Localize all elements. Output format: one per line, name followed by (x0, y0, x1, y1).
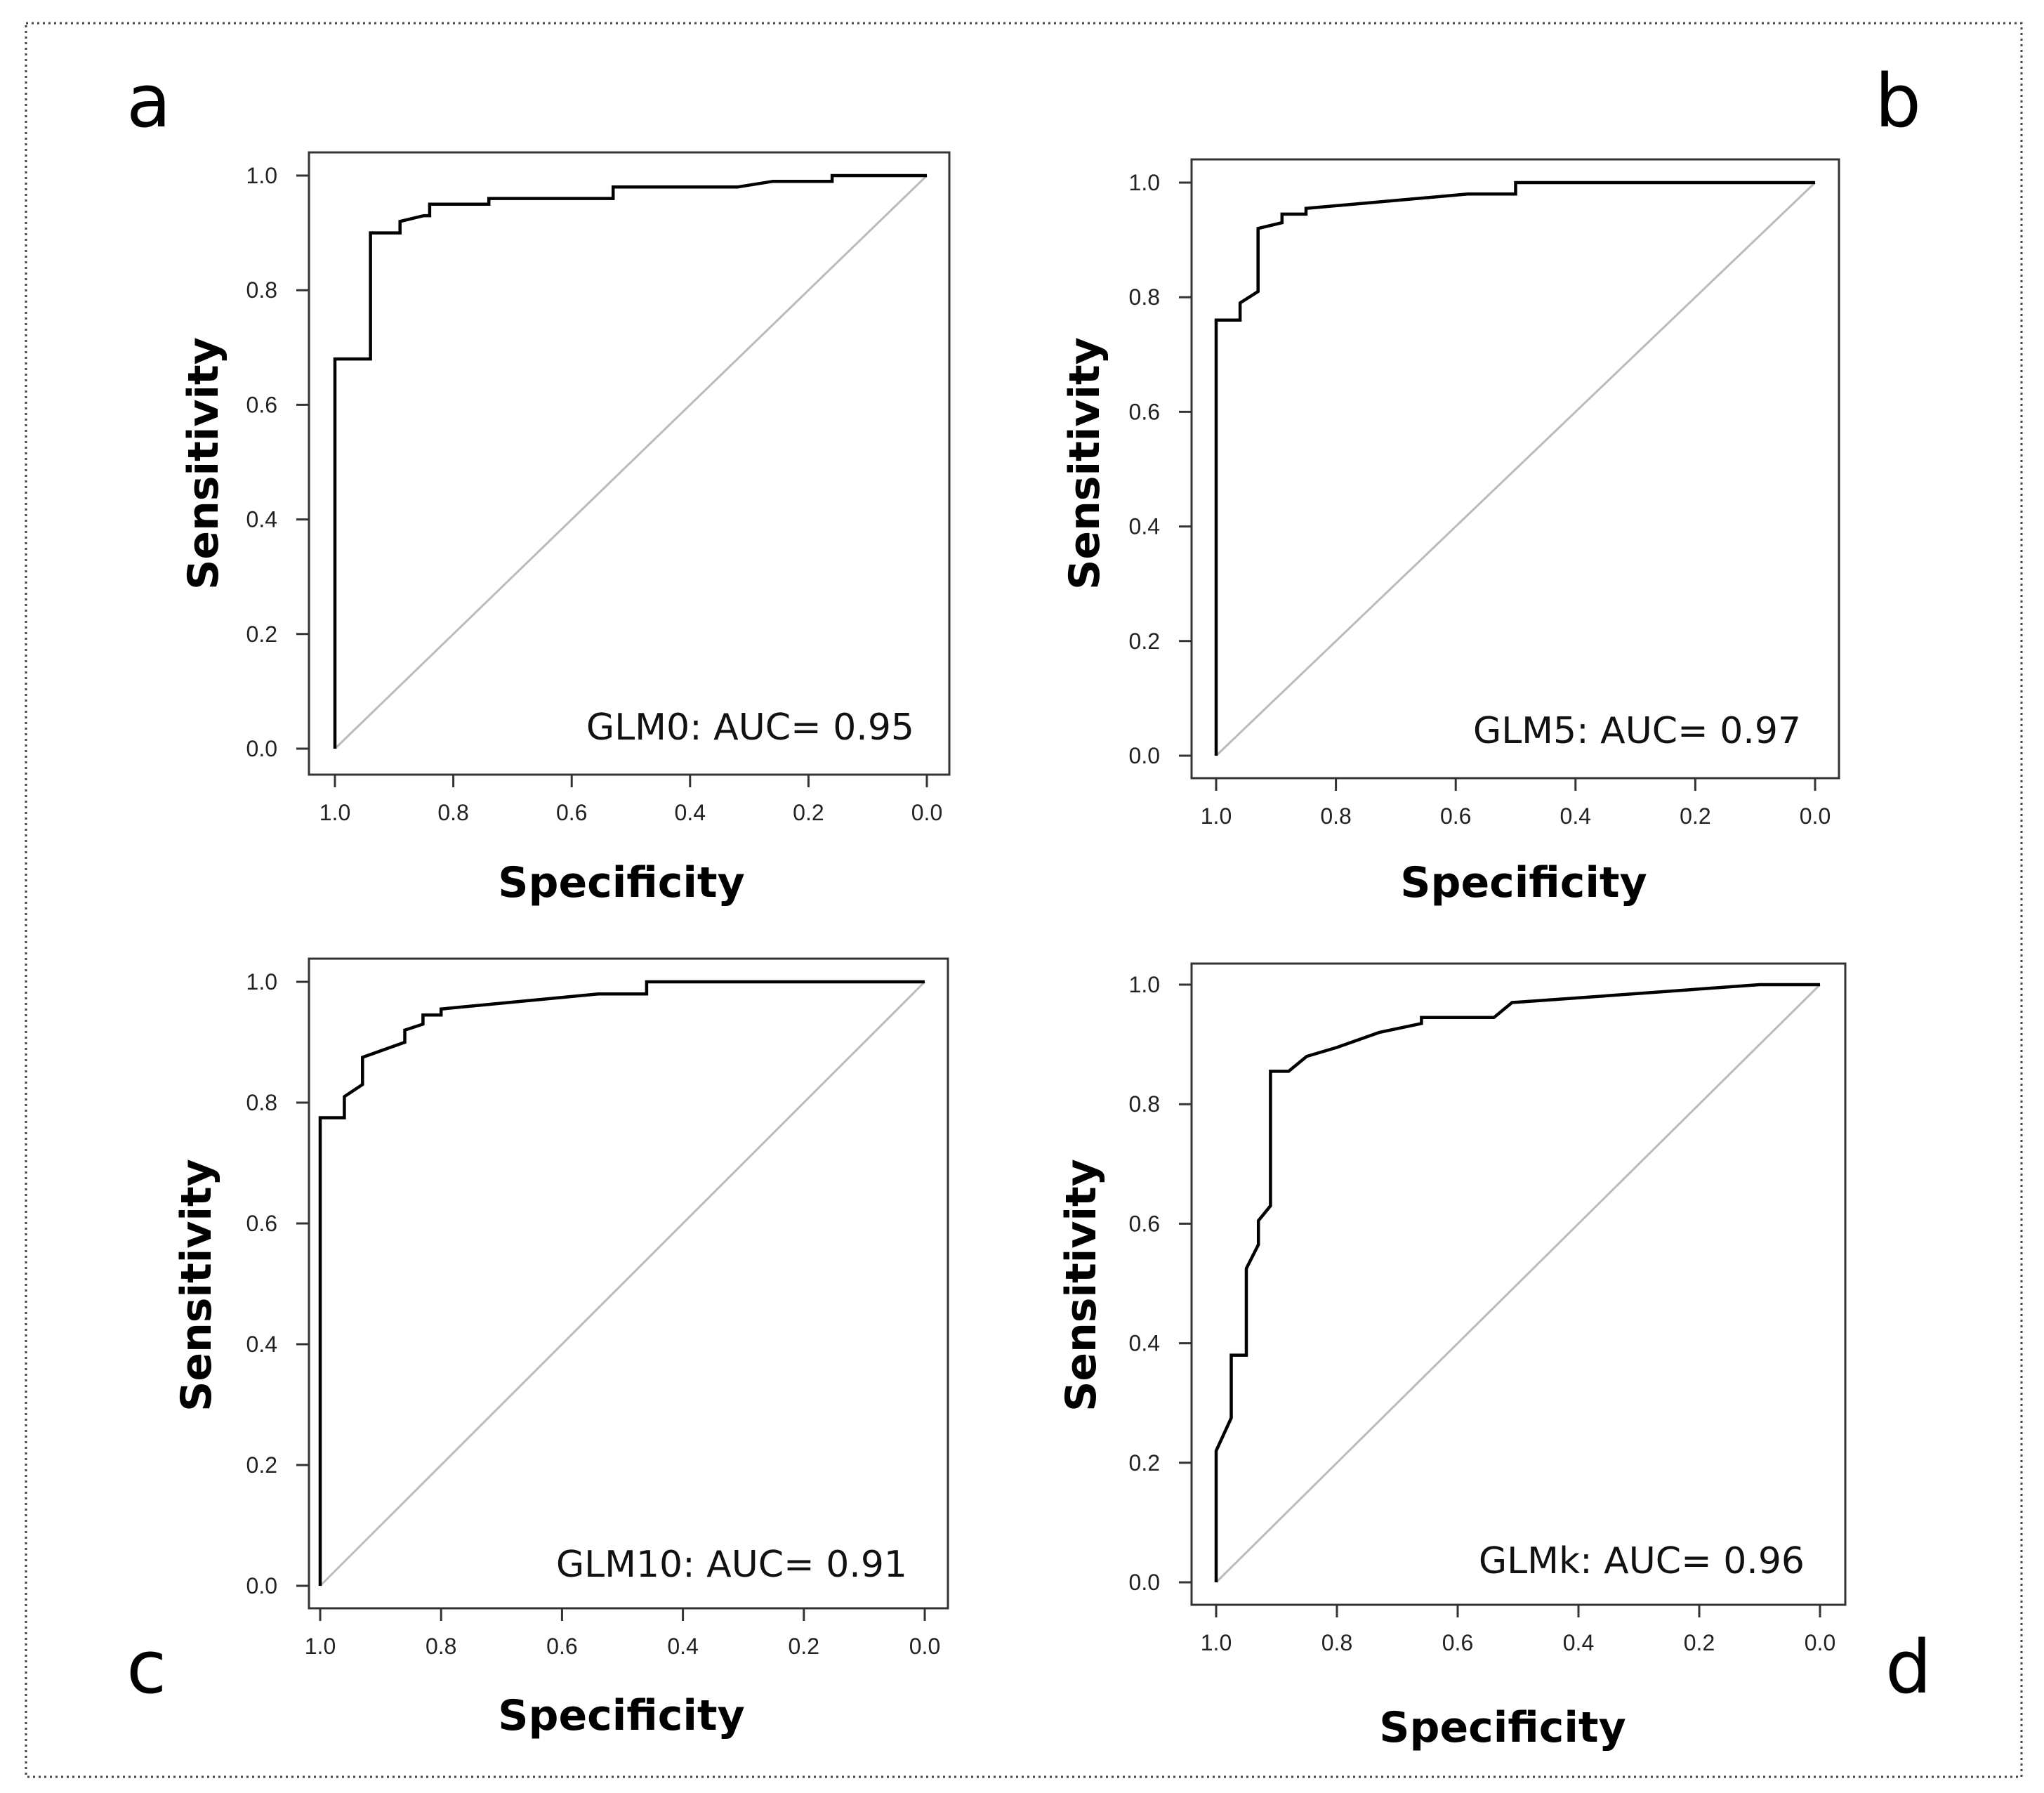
x-tick-label: 0.0 (911, 800, 942, 825)
x-axis-title: Specificity (498, 858, 744, 907)
roc-panel-b: 1.0 0.8 0.6 0.4 0.2 0.0 0.0 0.2 0.4 0.6 0.8 1.0 Spec… (1060, 158, 1840, 907)
y-tick-label: 0.8 (1129, 284, 1160, 310)
plot-area (1190, 962, 1847, 1606)
y-axis-title: Sensitivity (1060, 337, 1109, 590)
roc-curve-glm0 (333, 173, 927, 749)
x-tick-label: 0.2 (1680, 803, 1710, 829)
x-tick-label: 0.4 (1563, 1630, 1594, 1655)
y-tick-label: 0.4 (1129, 1331, 1160, 1356)
x-tick-label: 1.0 (1201, 1630, 1232, 1655)
x-axis-title: Specificity (1379, 1703, 1626, 1752)
x-tick-label: 0.8 (437, 800, 468, 825)
plot-area (308, 151, 951, 776)
x-tick-label: 0.8 (1321, 1630, 1352, 1655)
y-tick-label: 1.0 (246, 969, 277, 994)
auc-annotation: GLMk: AUC= 0.96 (1479, 1540, 1805, 1582)
y-tick-label: 0.0 (1129, 1570, 1160, 1595)
x-tick-label: 0.6 (556, 800, 587, 825)
x-tick-label: 0.0 (909, 1634, 940, 1659)
chance-diagonal-line (319, 980, 926, 1587)
roc-panel-c: 1.0 0.8 0.6 0.4 0.2 0.0 0.0 0.2 0.4 0.6 0.8 1.0 Spec… (172, 957, 949, 1740)
x-axis-title: Specificity (498, 1691, 744, 1740)
y-tick-label: 0.2 (246, 1452, 277, 1478)
y-tick-label: 1.0 (1129, 170, 1160, 195)
y-tick-label: 0.0 (246, 1573, 277, 1598)
chance-diagonal-line (1215, 983, 1821, 1584)
auc-annotation: GLM10: AUC= 0.91 (556, 1544, 907, 1586)
y-tick-label: 0.0 (246, 736, 277, 761)
y-tick-label: 0.6 (246, 392, 277, 417)
x-tick-label: 1.0 (305, 1634, 336, 1659)
x-tick-label: 0.6 (1440, 803, 1471, 829)
plot-area (1190, 158, 1840, 780)
roc-curve-glmk (1214, 983, 1820, 1582)
x-tick-label: 0.4 (675, 800, 706, 825)
y-axis-title: Sensitivity (179, 337, 228, 590)
y-axis-title: Sensitivity (172, 1159, 221, 1412)
x-axis-title: Specificity (1400, 858, 1647, 907)
y-tick-label: 0.4 (246, 507, 277, 532)
x-tick-label: 0.8 (1320, 803, 1351, 829)
roc-curve-glm5 (1214, 180, 1815, 756)
panel-letter-b: b (1875, 58, 1921, 144)
y-tick-label: 0.0 (1129, 743, 1160, 768)
x-tick-label: 0.6 (1442, 1630, 1473, 1655)
y-tick-label: 0.8 (246, 1090, 277, 1115)
y-tick-label: 0.2 (1129, 1450, 1160, 1476)
chance-diagonal-line (334, 174, 928, 750)
y-axis-title: Sensitivity (1057, 1159, 1106, 1412)
x-tick-label: 0.6 (546, 1634, 577, 1659)
plot-area (308, 957, 949, 1610)
x-tick-label: 1.0 (1201, 803, 1232, 829)
y-tick-label: 0.2 (246, 622, 277, 647)
y-tick-label: 0.8 (1129, 1091, 1160, 1117)
y-tick-label: 0.2 (1129, 629, 1160, 654)
roc-panel-d: 1.0 0.8 0.6 0.4 0.2 0.0 0.0 0.2 0.4 0.6 0.8 1.0 Spec… (1057, 962, 1847, 1752)
y-tick-label: 0.6 (1129, 1211, 1160, 1236)
panel-letter-c: c (126, 1624, 166, 1710)
x-tick-label: 0.4 (1560, 803, 1591, 829)
roc-panel-a: 1.0 0.8 0.6 0.4 0.2 0.0 0.0 0.2 0.4 0.6 0.8 1.0 Spec… (179, 151, 951, 907)
y-tick-label: 0.6 (1129, 399, 1160, 424)
y-tick-label: 0.4 (1129, 514, 1160, 539)
roc-curve-glm10 (318, 980, 925, 1586)
panel-letter-a: a (126, 58, 171, 144)
x-tick-label: 0.2 (1684, 1630, 1715, 1655)
y-tick-label: 1.0 (1129, 972, 1160, 997)
panel-letter-d: d (1885, 1624, 1932, 1710)
auc-annotation: GLM0: AUC= 0.95 (586, 707, 914, 749)
x-tick-label: 1.0 (319, 800, 350, 825)
x-tick-label: 0.0 (1800, 803, 1831, 829)
x-tick-label: 0.8 (426, 1634, 456, 1659)
y-tick-label: 1.0 (246, 163, 277, 188)
y-tick-label: 0.6 (246, 1211, 277, 1236)
x-tick-label: 0.0 (1805, 1630, 1835, 1655)
auc-annotation: GLM5: AUC= 0.97 (1473, 710, 1801, 752)
y-tick-label: 0.8 (246, 277, 277, 303)
x-tick-label: 0.2 (793, 800, 824, 825)
figure-border (25, 22, 2023, 1778)
chance-diagonal-line (1215, 181, 1816, 757)
x-tick-label: 0.2 (789, 1634, 819, 1659)
x-tick-label: 0.4 (667, 1634, 698, 1659)
y-tick-label: 0.4 (246, 1332, 277, 1357)
